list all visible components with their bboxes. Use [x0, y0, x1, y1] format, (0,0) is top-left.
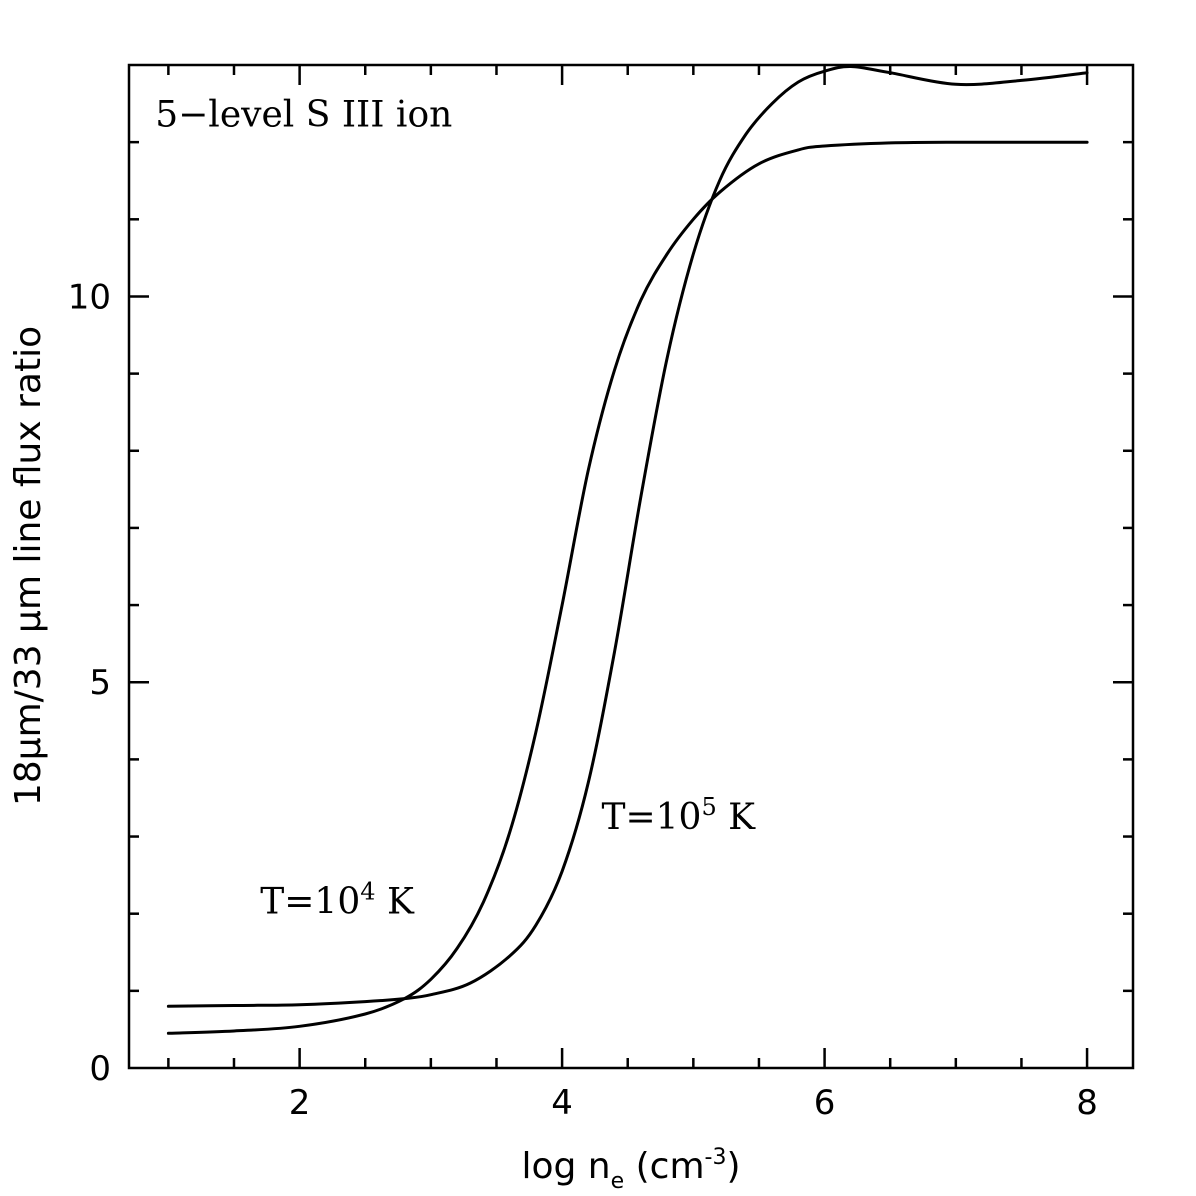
annotation-ion-label: 5−level S III ion: [155, 95, 452, 136]
annotation-t4-label: T=104 K: [260, 878, 415, 923]
series-line-1: [166, 64, 1089, 1008]
x-tick-label: 2: [289, 1083, 311, 1123]
tick-labels: 2 4 6 8 0 5 10: [68, 277, 1098, 1123]
y-tick-label: 0: [89, 1049, 111, 1089]
x-tick-label: 4: [551, 1083, 573, 1123]
axis-ticks: [129, 65, 1133, 1068]
curves: [166, 64, 1089, 1035]
y-tick-label: 5: [89, 663, 111, 703]
x-axis-label: log ne (cm-3): [521, 1145, 740, 1194]
annotation-t5-label: T=105 K: [601, 793, 756, 838]
y-tick-label: 10: [68, 277, 111, 317]
x-tick-label: 6: [814, 1083, 836, 1123]
y-axis-label: 18μm/33 μm line flux ratio: [8, 326, 49, 806]
x-tick-label: 8: [1076, 1083, 1098, 1123]
plot-frame: [127, 63, 1135, 1070]
